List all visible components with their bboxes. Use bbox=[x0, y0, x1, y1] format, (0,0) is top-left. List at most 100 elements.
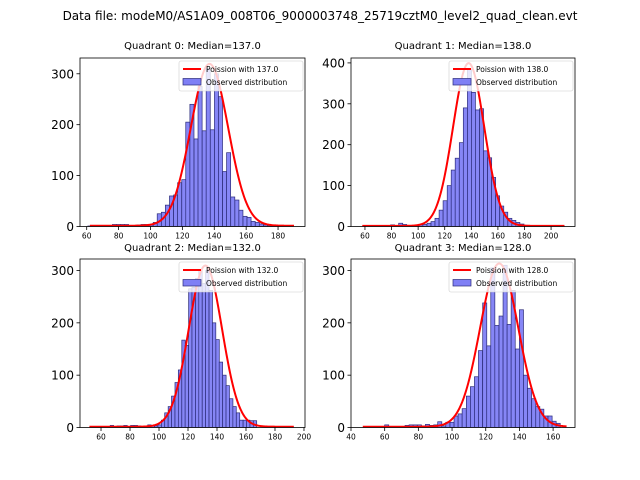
histogram-bar bbox=[212, 322, 217, 428]
x-tick-label: 140 bbox=[464, 232, 479, 241]
histogram-bar bbox=[450, 169, 456, 227]
histogram-bar bbox=[486, 345, 492, 428]
x-tick-label: 160 bbox=[491, 232, 506, 241]
histogram-bar bbox=[250, 221, 256, 227]
x-tick-label: 120 bbox=[479, 433, 494, 442]
legend-label: Observed distribution bbox=[476, 78, 557, 87]
panel-quadrant-1: Quadrant 1: Median=138.0 0 100 200 300 400 60… bbox=[322, 41, 576, 241]
panel-quadrant-0: Quadrant 0: Median=137.0 0 100 200 300 60 80 1… bbox=[51, 41, 306, 241]
histogram-bar bbox=[214, 73, 219, 227]
x-tick-label: 200 bbox=[297, 433, 312, 442]
histogram-bar bbox=[197, 86, 203, 227]
x-tick-label: 140 bbox=[207, 232, 222, 241]
y-tick-label: 400 bbox=[322, 56, 345, 70]
histogram-bar bbox=[234, 199, 240, 227]
x-tick-label: 140 bbox=[210, 433, 225, 442]
y-tick-label: 300 bbox=[322, 264, 345, 278]
poisson-curve bbox=[89, 264, 295, 428]
y-tick-label: 300 bbox=[51, 67, 74, 81]
x-tick-label: 100 bbox=[411, 232, 426, 241]
panel-quadrant-3: Quadrant 3: Median=128.0 0 100 200 300 40 60 8… bbox=[322, 243, 576, 442]
x-tick-label: 100 bbox=[152, 433, 167, 442]
histogram-bar bbox=[523, 374, 528, 428]
panel-title: Quadrant 1: Median=138.0 bbox=[395, 41, 532, 52]
x-tick-label: 80 bbox=[114, 232, 124, 241]
x-tick-label: 60 bbox=[380, 433, 390, 442]
histogram-bar bbox=[527, 387, 532, 428]
y-tick-label: 300 bbox=[322, 97, 345, 111]
histogram-bar bbox=[478, 350, 483, 428]
legend: Poission with 137.0 Observed distribution bbox=[178, 60, 304, 92]
histogram-bar bbox=[449, 421, 455, 428]
histogram-bar bbox=[462, 107, 468, 227]
x-tick-label: 160 bbox=[239, 433, 254, 442]
legend-label: Observed distribution bbox=[476, 279, 557, 288]
histogram-bar bbox=[201, 130, 207, 227]
y-tick-label: 100 bbox=[322, 179, 345, 193]
legend-box bbox=[178, 60, 304, 92]
y-tick-label: 300 bbox=[51, 264, 74, 278]
x-tick-label: 40 bbox=[346, 433, 356, 442]
x-tick-label: 120 bbox=[438, 232, 453, 241]
panel-title: Quadrant 0: Median=137.0 bbox=[124, 41, 261, 52]
histogram-bar bbox=[483, 150, 488, 227]
histogram-bar bbox=[461, 408, 467, 428]
histogram-bar bbox=[470, 386, 475, 428]
x-tick-label: 200 bbox=[544, 232, 559, 241]
y-tick-label: 0 bbox=[66, 220, 74, 234]
panel-quadrant-2: Quadrant 2: Median=132.0 0 100 200 300 60 80 1… bbox=[51, 243, 311, 442]
histogram-bar bbox=[519, 309, 524, 428]
x-tick-label: 180 bbox=[271, 232, 286, 241]
legend-label: Poission with 137.0 bbox=[206, 65, 279, 74]
histogram-bar bbox=[193, 138, 199, 227]
histogram-bar bbox=[242, 419, 247, 428]
x-tick-label: 60 bbox=[360, 232, 370, 241]
histogram-bar bbox=[515, 348, 520, 428]
histogram-bar bbox=[235, 412, 241, 428]
histogram-bar bbox=[479, 108, 484, 227]
x-tick-label: 80 bbox=[125, 433, 135, 442]
histogram-bar bbox=[205, 68, 211, 227]
legend-label: Poission with 132.0 bbox=[206, 266, 279, 275]
histogram-bar bbox=[181, 179, 187, 227]
histogram-bar bbox=[454, 157, 460, 227]
histogram-bar bbox=[506, 324, 512, 428]
legend-bar-swatch bbox=[182, 279, 202, 287]
x-tick-label: 80 bbox=[414, 433, 424, 442]
x-tick-label: 160 bbox=[546, 433, 561, 442]
histogram-bar bbox=[242, 215, 248, 227]
histogram-bar bbox=[498, 315, 504, 428]
histogram-bar bbox=[208, 290, 213, 428]
panel-title: Quadrant 2: Median=132.0 bbox=[124, 243, 261, 254]
histogram-bar bbox=[218, 361, 223, 428]
histogram-bar bbox=[434, 217, 440, 227]
legend-box bbox=[448, 261, 574, 293]
y-tick-label: 100 bbox=[51, 169, 74, 183]
histogram-bar bbox=[494, 325, 500, 428]
x-tick-label: 140 bbox=[512, 433, 527, 442]
histogram-bar bbox=[205, 270, 210, 428]
histogram-bar bbox=[198, 270, 203, 428]
histogram-bar bbox=[474, 376, 479, 428]
plot-area bbox=[87, 62, 295, 227]
histogram-bar bbox=[475, 109, 480, 227]
legend-label: Observed distribution bbox=[206, 279, 287, 288]
figure-suptitle: Data file: modeM0/AS1A09_008T06_90000037… bbox=[63, 9, 578, 23]
y-tick-label: 100 bbox=[51, 369, 74, 383]
histogram-bar bbox=[239, 419, 244, 428]
histogram-bar bbox=[453, 415, 459, 428]
histogram-bar bbox=[209, 129, 215, 227]
histogram-bar bbox=[238, 209, 244, 227]
x-tick-label: 120 bbox=[175, 232, 190, 241]
panel-title: Quadrant 3: Median=128.0 bbox=[395, 243, 532, 254]
histogram-bar bbox=[218, 96, 223, 227]
axes-frame bbox=[79, 258, 306, 428]
y-tick-label: 200 bbox=[51, 118, 74, 132]
x-tick-label: 100 bbox=[143, 232, 158, 241]
y-tick-label: 100 bbox=[322, 369, 345, 383]
histogram-bar bbox=[467, 68, 472, 227]
histogram-bar bbox=[531, 398, 537, 428]
histogram-bar bbox=[471, 91, 476, 227]
histogram-bar bbox=[254, 222, 260, 227]
